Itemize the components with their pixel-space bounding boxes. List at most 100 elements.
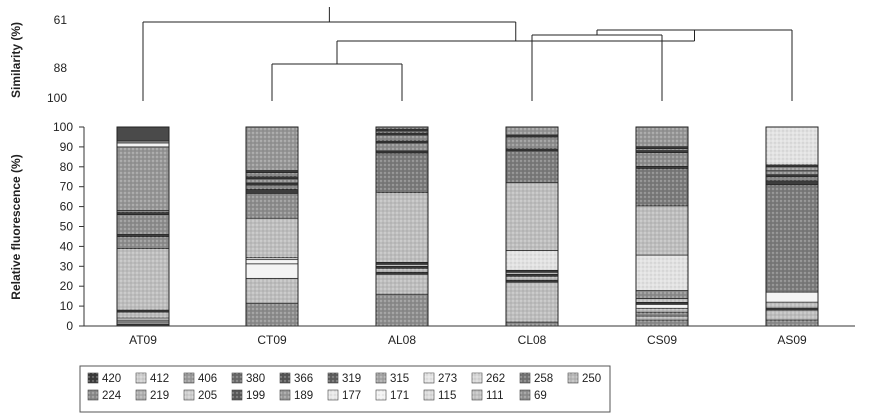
legend-swatch-texture (424, 373, 434, 383)
bar-segment-texture (246, 278, 298, 304)
bar-segment-texture (766, 184, 818, 293)
legend-swatch-texture (136, 390, 146, 400)
bar-segment-texture (766, 166, 818, 171)
fluorescence-tick-label: 70 (60, 180, 74, 194)
bar-segment-texture (117, 236, 169, 249)
bar-segment-texture (246, 185, 298, 190)
legend-label: 224 (102, 390, 122, 402)
legend-swatch-texture (376, 390, 386, 400)
legend-label: 366 (294, 373, 313, 385)
bar-segment-texture (766, 320, 818, 326)
bar-segment-texture (117, 214, 169, 235)
bar-segment-texture (376, 134, 428, 141)
bar-segment-texture (117, 210, 169, 213)
fluorescence-tick-label: 60 (60, 200, 74, 214)
bar-segment-texture (117, 248, 169, 311)
bar-segment-texture (376, 268, 428, 273)
bar-segment-texture (636, 127, 688, 147)
legend-label: 250 (582, 373, 601, 385)
bar-segment (245, 188, 299, 194)
bar-segment (635, 303, 689, 309)
bar-segment-texture (766, 310, 818, 321)
legend-label: 319 (342, 373, 361, 385)
legend-swatch-texture (280, 390, 290, 400)
x-tick-label: CL08 (518, 333, 547, 347)
fluorescence-tick-label: 0 (66, 319, 73, 333)
similarity-tick-label: 88 (54, 61, 68, 75)
legend-swatch-texture (520, 373, 530, 383)
legend-swatch-texture (424, 390, 434, 400)
similarity-tick-label: 61 (54, 13, 68, 27)
bar-segment-texture (376, 152, 428, 193)
legend-swatch-texture (232, 373, 242, 383)
fluorescence-axis: 0 10 20 30 40 50 60 70 80 90 100 Relative fluoresce… (9, 120, 85, 333)
bar-segment-texture (766, 170, 818, 175)
bar-segment-texture (376, 294, 428, 326)
fluorescence-tick-label: 80 (60, 160, 74, 174)
legend-label: 315 (390, 373, 409, 385)
legend-label: 115 (438, 390, 456, 402)
x-axis: AT09 CT09 AL08 CL08 CS09 AS09 (84, 325, 855, 347)
legend-label: 420 (102, 373, 121, 385)
legend: 420 412 406 380 366 319 315 273 262 258 250 224 219 2… (79, 365, 611, 413)
bar-segment-texture (636, 205, 688, 256)
bar-segment-texture (636, 312, 688, 317)
legend-swatch-texture (328, 390, 338, 400)
stacked-bars (116, 126, 819, 327)
bar-segment-texture (506, 250, 558, 271)
legend-label: 219 (150, 390, 169, 402)
legend-swatch-texture (568, 373, 578, 383)
bar-segment (116, 126, 170, 142)
bar-segment (245, 259, 299, 265)
x-tick-label: AS09 (777, 333, 807, 347)
legend-swatch-texture (88, 373, 98, 383)
bar-segment-texture (636, 148, 688, 151)
bar-segment-texture (506, 182, 558, 251)
similarity-tick-label: 100 (47, 91, 67, 105)
fluorescence-tick-label: 20 (60, 279, 74, 293)
fluorescence-axis-label: Relative fluorescence (%) (9, 154, 23, 299)
legend-label: 189 (294, 390, 313, 402)
legend-label: 258 (534, 373, 553, 385)
legend-label: 205 (198, 390, 217, 402)
bar-segment-texture (246, 127, 298, 171)
bar-segment-texture (376, 142, 428, 151)
legend-label: 177 (342, 390, 361, 402)
bar-segment-texture (117, 146, 169, 211)
bar-segment-texture (117, 312, 169, 319)
legend-swatch-texture (184, 373, 194, 383)
legend-label: 111 (486, 390, 503, 402)
bar-segment-texture (246, 193, 298, 219)
fluorescence-tick-label: 10 (60, 299, 74, 313)
legend-swatch-texture (280, 373, 290, 383)
fluorescence-tick-label: 40 (60, 239, 74, 253)
dendrogram (142, 7, 793, 101)
legend-swatch-texture (232, 390, 242, 400)
legend-label: 412 (150, 373, 169, 385)
legend-label: 406 (198, 373, 217, 385)
bar-segment-texture (246, 172, 298, 177)
bar-segment-texture (506, 282, 558, 323)
legend-label: 171 (390, 390, 409, 402)
bar-segment-texture (636, 255, 688, 291)
bar-segment-texture (246, 303, 298, 326)
bar-segment-texture (506, 136, 558, 149)
bar-segment-texture (506, 127, 558, 135)
similarity-axis: 61 88 100 Similarity (%) (9, 13, 67, 105)
x-tick-label: AL08 (388, 333, 416, 347)
bar-segment-texture (506, 276, 558, 281)
bar-segment-texture (506, 150, 558, 183)
bar-segment-texture (246, 218, 298, 258)
fluorescence-tick-label: 30 (60, 259, 74, 273)
fluorescence-tick-label: 90 (60, 140, 74, 154)
bar-segment-texture (636, 308, 688, 313)
bar-segment-texture (506, 322, 558, 326)
fluorescence-tick-label: 50 (60, 220, 74, 234)
x-tick-label: CS09 (647, 333, 677, 347)
bar-segment-texture (636, 168, 688, 206)
bar-segment-texture (376, 127, 428, 129)
bar-segment-texture (766, 127, 818, 165)
legend-label: 380 (246, 373, 265, 385)
bar-segment-texture (376, 192, 428, 263)
